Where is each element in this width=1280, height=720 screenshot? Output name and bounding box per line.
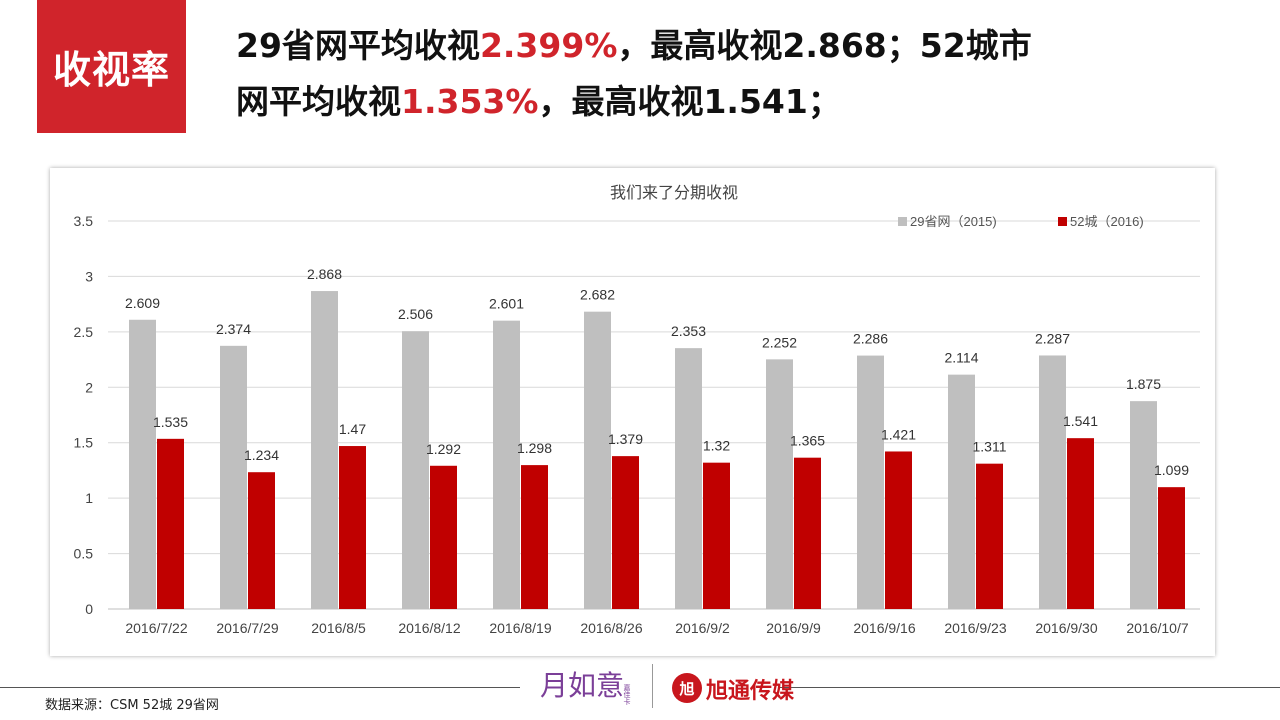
gray-series-bar (402, 331, 429, 609)
headline-text: ，最高收视1.541； (538, 82, 841, 121)
logo-divider (652, 664, 653, 708)
headline-highlight: 2.399% (479, 26, 618, 65)
x-tick-label: 2016/10/7 (1126, 620, 1188, 636)
red-series-bar (612, 456, 639, 609)
y-tick-label: 2.5 (74, 324, 94, 340)
data-label: 1.311 (973, 439, 1007, 455)
x-tick-label: 2016/8/5 (311, 620, 366, 636)
data-label: 2.609 (125, 295, 160, 311)
yueruyi-logo-sub: 嘉佳卡 (623, 684, 631, 705)
chart-title: 我们来了分期收视 (610, 184, 738, 202)
data-label: 1.32 (703, 438, 730, 454)
yueruyi-logo: 月如意 (540, 669, 625, 702)
headline-text: ，最高收视2.868；52城市 (617, 26, 1032, 65)
data-label: 1.292 (426, 441, 461, 457)
data-label: 2.374 (216, 321, 251, 337)
red-series-bar (157, 438, 184, 609)
x-tick-label: 2016/8/19 (489, 620, 551, 636)
y-tick-label: 3 (85, 268, 93, 284)
xutong-logo-icon: 旭 (672, 673, 702, 703)
data-label: 2.682 (580, 287, 615, 303)
gray-series-bar (129, 319, 156, 609)
data-label: 2.114 (945, 350, 979, 366)
data-label: 2.252 (762, 334, 797, 350)
headline-line-1: 29省网平均收视2.399%，最高收视2.868；52城市 (236, 18, 1266, 74)
data-label: 2.601 (489, 296, 524, 312)
red-series-bar (1067, 438, 1094, 609)
data-label: 2.868 (307, 266, 342, 282)
data-label: 1.234 (244, 447, 279, 463)
data-source: 数据来源：CSM 52城 29省网 (45, 698, 219, 713)
legend-label-red: 52城（2016) (1070, 214, 1144, 229)
headline-highlight: 1.353% (401, 82, 539, 121)
red-series-bar (885, 451, 912, 609)
data-label: 1.541 (1063, 413, 1098, 429)
data-label: 2.286 (853, 331, 888, 347)
gray-series-bar (1039, 355, 1066, 609)
x-tick-label: 2016/9/23 (944, 620, 1006, 636)
y-tick-label: 2 (85, 379, 93, 395)
data-label: 1.535 (153, 414, 188, 430)
gray-series-bar (766, 359, 793, 609)
y-tick-label: 3.5 (74, 213, 94, 229)
legend-swatch-gray (898, 217, 907, 226)
gray-series-bar (311, 291, 338, 609)
xutong-logo: 旭通传媒 (706, 679, 795, 704)
gray-series-bar (675, 348, 702, 609)
gray-series-bar (220, 345, 247, 609)
x-tick-label: 2016/7/22 (125, 620, 187, 636)
red-series-bar (339, 446, 366, 609)
chart-frame: 我们来了分期收视 0 0.5 1 1.5 2 2.5 3 3.5 2.609 1.535 2016/7… (50, 168, 1215, 656)
y-tick-label: 0.5 (74, 546, 94, 562)
data-label: 1.298 (517, 440, 552, 456)
red-series-bar (794, 457, 821, 609)
y-tick-label: 1.5 (74, 435, 94, 451)
y-tick-label: 0 (85, 601, 93, 617)
red-series-bar (976, 463, 1003, 609)
legend-label-gray: 29省网（2015) (910, 214, 997, 229)
red-series-bar (703, 462, 730, 609)
footer-divider-right (780, 687, 1280, 688)
data-label: 1.379 (608, 431, 643, 447)
gray-series-bar (857, 355, 884, 609)
data-label: 1.365 (790, 433, 825, 449)
headline-line-2: 网平均收视1.353%，最高收视1.541； (236, 74, 1266, 130)
x-tick-label: 2016/9/2 (675, 620, 730, 636)
data-label: 2.287 (1035, 330, 1070, 346)
headline-text: 网平均收视 (236, 82, 401, 121)
x-tick-label: 2016/9/9 (766, 620, 821, 636)
data-label: 1.47 (339, 421, 366, 437)
red-series-bar (248, 472, 275, 609)
red-series-bar (521, 465, 548, 609)
gray-series-bar (584, 311, 611, 609)
footer-divider-left (0, 687, 520, 688)
x-tick-label: 2016/8/12 (398, 620, 460, 636)
data-label: 1.099 (1154, 462, 1189, 478)
bar-chart: 我们来了分期收视 0 0.5 1 1.5 2 2.5 3 3.5 2.609 1.535 2016/7… (74, 184, 1200, 636)
gray-series-bar (948, 374, 975, 609)
gray-series-bar (1130, 401, 1157, 609)
section-badge: 收视率 (37, 0, 186, 133)
data-label: 2.353 (671, 323, 706, 339)
data-label: 1.875 (1126, 376, 1161, 392)
red-series-bar (1158, 487, 1185, 609)
gray-series-bar (493, 320, 520, 609)
data-label: 2.506 (398, 306, 433, 322)
headline-text: 29省网平均收视 (236, 26, 480, 65)
x-tick-label: 2016/9/16 (853, 620, 915, 636)
x-tick-label: 2016/8/26 (580, 620, 642, 636)
x-tick-label: 2016/7/29 (216, 620, 278, 636)
headline: 29省网平均收视2.399%，最高收视2.868；52城市 网平均收视1.353… (236, 18, 1266, 130)
red-series-bar (430, 465, 457, 609)
y-tick-label: 1 (85, 490, 93, 506)
x-tick-label: 2016/9/30 (1035, 620, 1097, 636)
data-label: 1.421 (881, 426, 916, 442)
legend-swatch-red (1058, 217, 1067, 226)
